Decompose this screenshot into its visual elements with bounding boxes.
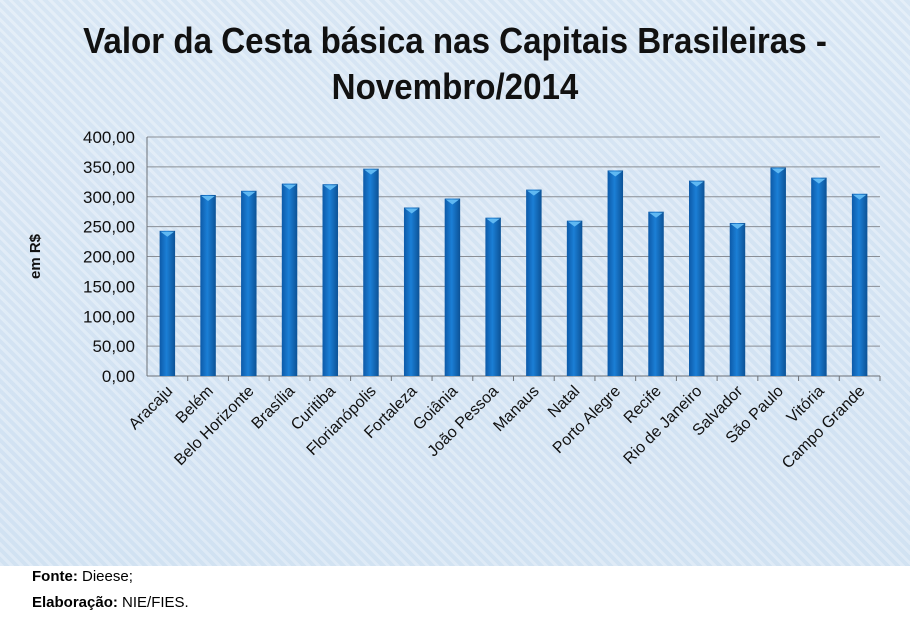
- x-tick-label: Manaus: [490, 383, 542, 435]
- bar-chart: 0,00 50,00 100,00 150,00 200,00 250,00 300,00 3…: [27, 128, 881, 472]
- bar-cap: [567, 221, 582, 227]
- bar-cap: [649, 212, 663, 218]
- bar-curitiba: [322, 184, 338, 376]
- y-tick-label: 100,00: [83, 307, 135, 326]
- bar-goiânia: [444, 198, 461, 376]
- bar-cap: [201, 195, 215, 201]
- y-tick-label: 200,00: [83, 248, 135, 267]
- bar-vitória: [811, 177, 827, 376]
- credit-value: NIE/FIES.: [117, 594, 189, 611]
- credit-label: Elaboração:: [32, 594, 118, 611]
- bar-cap: [730, 224, 745, 230]
- bar-porto-alegre: [607, 170, 624, 376]
- x-tick-label: Aracaju: [126, 383, 176, 433]
- y-axis-label: em R$: [27, 233, 44, 279]
- bar-cap: [282, 184, 297, 190]
- bar-rio-de-janeiro: [689, 180, 705, 376]
- bar-belo-horizonte: [241, 190, 257, 376]
- bar-joão-pessoa: [485, 217, 501, 376]
- y-tick-label: 400,00: [83, 128, 135, 147]
- bar-cap: [323, 185, 337, 191]
- source-note: Fonte: Dieese;: [32, 568, 133, 585]
- bar-cap: [445, 199, 460, 205]
- y-tick-label: 250,00: [83, 218, 135, 237]
- bar-cap: [608, 171, 623, 177]
- y-tick-label: 0,00: [102, 367, 135, 386]
- y-tick-label: 350,00: [83, 158, 135, 177]
- bar-cap: [160, 231, 175, 237]
- bar-cap: [771, 168, 785, 174]
- y-tick-label: 300,00: [83, 188, 135, 207]
- bar-florianópolis: [363, 168, 379, 376]
- bar-são-paulo: [770, 167, 786, 376]
- bar-salvador: [729, 223, 746, 376]
- bar-natal: [566, 220, 583, 376]
- bar-fortaleza: [403, 207, 420, 376]
- bar-cap: [527, 190, 541, 196]
- bar-campo-grande: [851, 193, 868, 376]
- title-line-2: Novembro/2014: [331, 66, 579, 107]
- bar-cap: [242, 191, 256, 197]
- bar-aracaju: [159, 230, 176, 376]
- title-line-1: Valor da Cesta básica nas Capitais Brasi…: [83, 20, 827, 61]
- bar-brasília: [281, 183, 298, 376]
- chart-title: Valor da Cesta básica nas Capitais Brasi…: [36, 18, 873, 110]
- x-tick-label: João Pessoa: [425, 383, 503, 461]
- y-tick-label: 150,00: [83, 277, 135, 296]
- bar-cap: [812, 178, 826, 184]
- bar-recife: [648, 211, 664, 376]
- bar-cap: [364, 169, 378, 175]
- bar-cap: [404, 208, 419, 214]
- bar-manaus: [526, 189, 542, 376]
- credit-note: Elaboração: NIE/FIES.: [32, 594, 189, 611]
- source-label: Fonte:: [32, 568, 78, 585]
- y-tick-label: 50,00: [92, 337, 135, 356]
- bar-belém: [200, 194, 216, 376]
- bar-cap: [486, 218, 500, 224]
- bar-cap: [690, 181, 704, 187]
- x-tick-label: Natal: [545, 383, 583, 421]
- source-value: Dieese;: [77, 568, 133, 585]
- bar-cap: [852, 194, 867, 200]
